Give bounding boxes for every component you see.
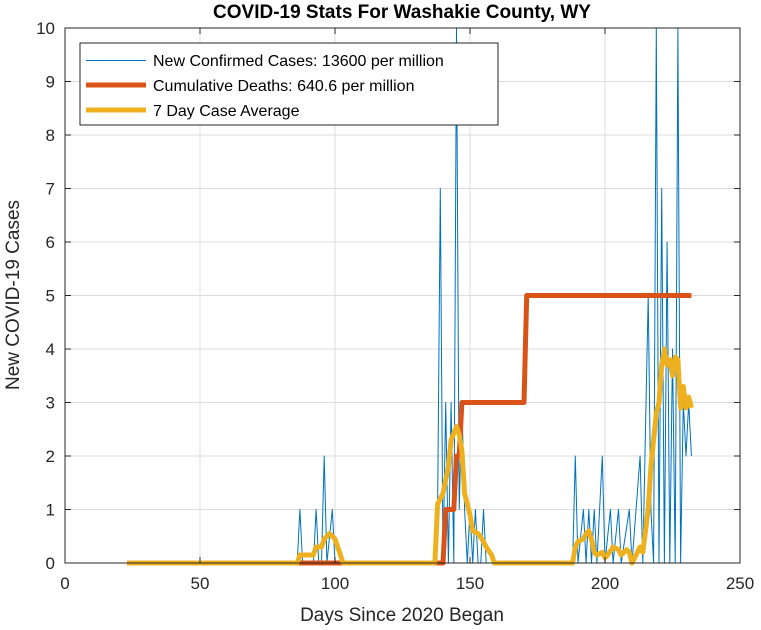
x-axis-label: Days Since 2020 Began bbox=[300, 605, 504, 626]
x-tick-label: 250 bbox=[726, 574, 754, 593]
cumulative-deaths-line bbox=[127, 293, 692, 566]
legend-label-cumulative-deaths: Cumulative Deaths: 640.6 per million bbox=[153, 78, 414, 95]
y-tick-label: 2 bbox=[46, 447, 55, 466]
legend: New Confirmed Cases: 13600 per million C… bbox=[79, 42, 499, 126]
legend-box bbox=[79, 42, 499, 126]
legend-label-new-cases: New Confirmed Cases: 13600 per million bbox=[153, 53, 444, 70]
y-tick-label: 6 bbox=[46, 233, 55, 252]
chart-title: COVID-19 Stats For Washakie County, WY bbox=[213, 2, 591, 23]
y-tick-label: 3 bbox=[46, 394, 55, 413]
y-tick-label: 5 bbox=[46, 287, 55, 306]
y-tick-label: 10 bbox=[36, 19, 55, 38]
y-axis-label: New COVID-19 Cases bbox=[3, 200, 24, 390]
y-tick-label: 7 bbox=[46, 180, 55, 199]
ticks: 0 50 100 150 200 250 0 1 2 3 4 5 6 7 8 9 10 bbox=[36, 19, 754, 593]
y-tick-label: 9 bbox=[46, 73, 55, 92]
legend-label-7-day-average: 7 Day Case Average bbox=[153, 103, 300, 120]
7-day-average-line bbox=[127, 346, 694, 566]
x-tick-label: 0 bbox=[60, 574, 69, 593]
y-tick-label: 0 bbox=[46, 554, 55, 573]
x-tick-label: 150 bbox=[456, 574, 484, 593]
y-tick-label: 8 bbox=[46, 126, 55, 145]
x-tick-label: 100 bbox=[321, 574, 349, 593]
y-tick-label: 1 bbox=[46, 501, 55, 520]
y-tick-label: 4 bbox=[46, 340, 55, 359]
x-tick-label: 200 bbox=[591, 574, 619, 593]
x-tick-label: 50 bbox=[191, 574, 210, 593]
